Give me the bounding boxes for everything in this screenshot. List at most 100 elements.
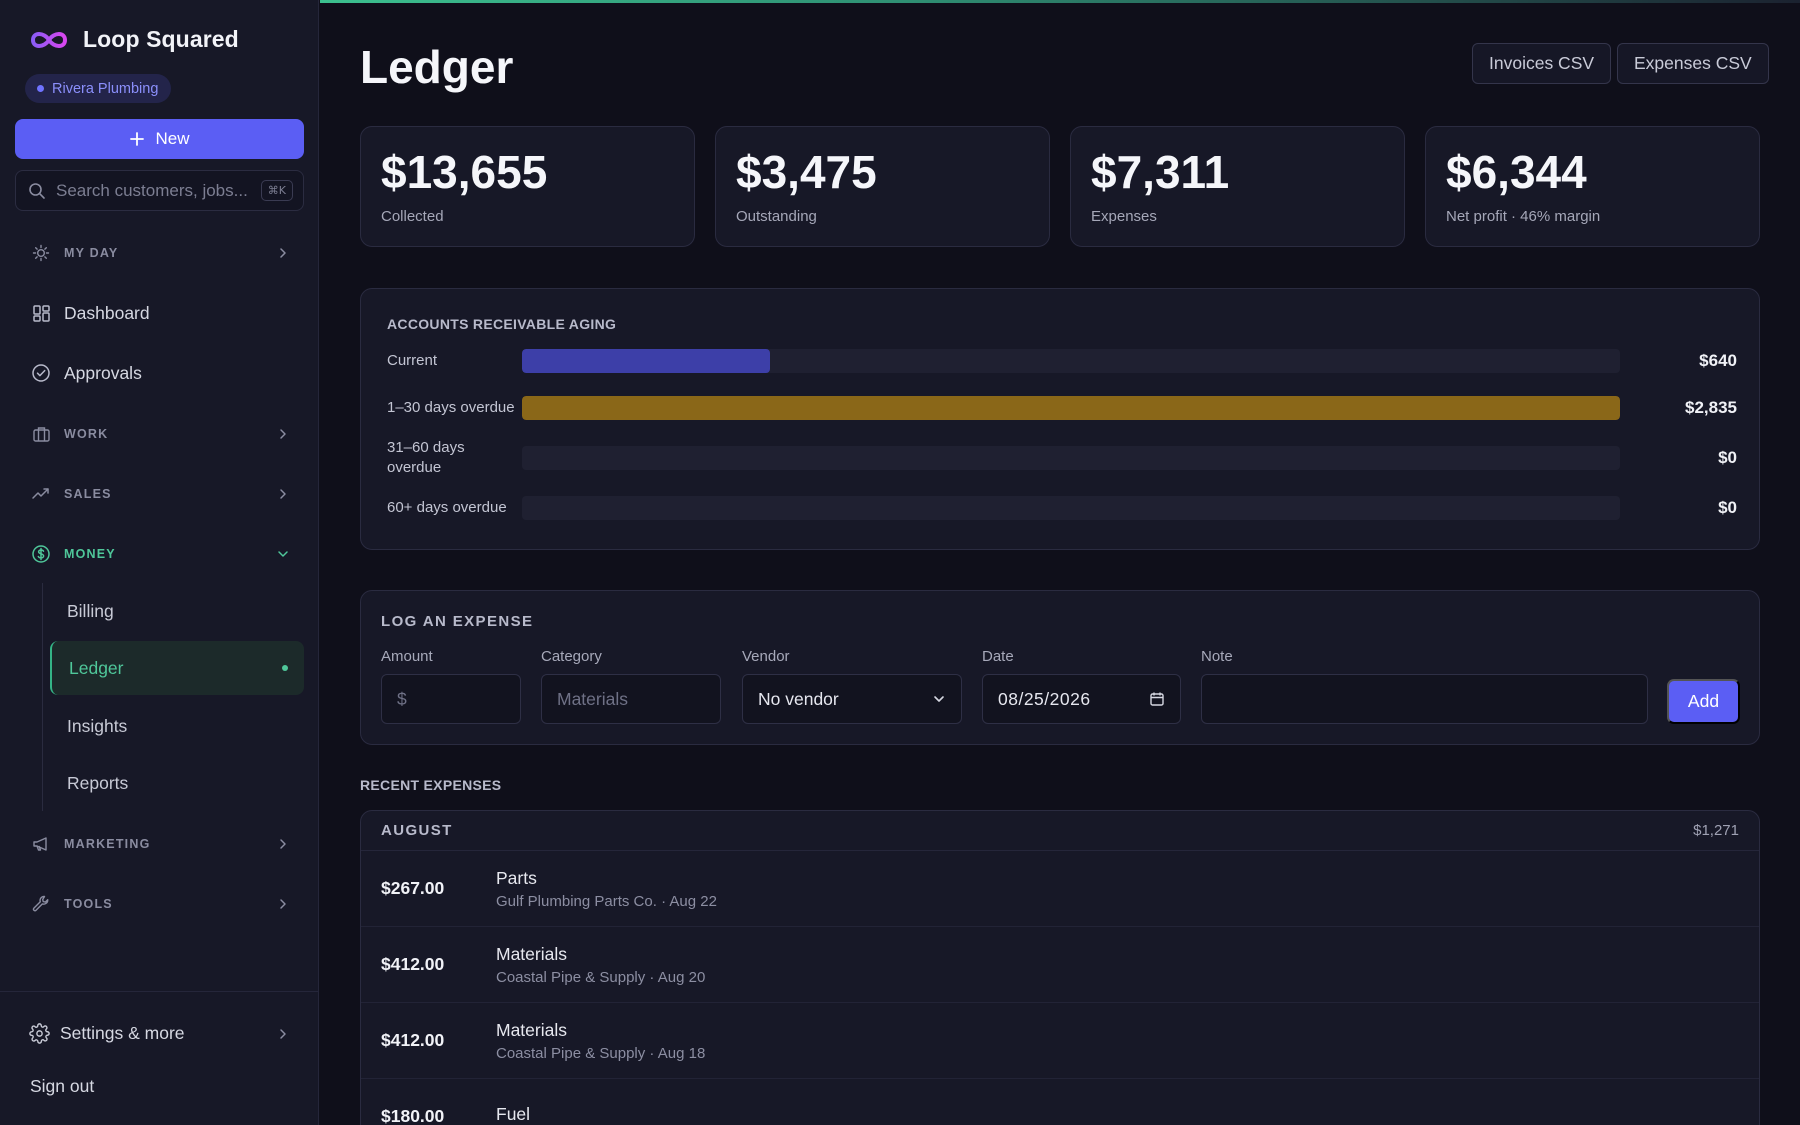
expense-category: Fuel [496, 1104, 531, 1124]
ar-aging-heading: ACCOUNTS RECEIVABLE AGING [387, 316, 617, 332]
stat-card-expenses: $7,311 Expenses [1070, 126, 1405, 247]
aging-label: 31–60 days overdue [387, 438, 465, 476]
stat-card-collected: $13,655 Collected [360, 126, 695, 247]
stat-value: $7,311 [1091, 146, 1230, 198]
date-input[interactable]: 08/25/2026 [982, 674, 1181, 724]
expense-amount: $180.00 [381, 1106, 445, 1125]
org-badge[interactable]: Rivera Plumbing [25, 74, 172, 103]
aging-label: Current [387, 351, 438, 369]
nav-section-work[interactable]: WORK [30, 423, 290, 445]
active-indicator-dot [282, 665, 288, 671]
aging-row-1-30: 1–30 days overdue $2,835 [387, 385, 1737, 431]
expense-category: Materials [496, 1019, 567, 1040]
nav-item-dashboard[interactable]: Dashboard [30, 302, 290, 324]
expense-category: Materials [496, 943, 567, 964]
vendor-select[interactable]: No vendor [742, 674, 962, 724]
brand[interactable]: Loop Squared [27, 26, 239, 53]
invoices-csv-button[interactable]: Invoices CSV [1472, 43, 1612, 84]
expense-meta: Coastal Pipe & Supply · Aug 18 [496, 1044, 706, 1062]
expense-row[interactable]: $412.00 Materials Coastal Pipe & Supply … [361, 1003, 1759, 1079]
nav-section-label: SALES [64, 487, 112, 501]
stat-value: $6,344 [1446, 146, 1587, 198]
org-status-dot [37, 85, 44, 92]
settings-button[interactable]: Settings & more [29, 1023, 290, 1044]
nav-section-label: TOOLS [64, 897, 113, 911]
sidebar-item-ledger[interactable]: Ledger [50, 641, 304, 695]
search-placeholder: Search customers, jobs... [56, 180, 248, 200]
stat-card-outstanding: $3,475 Outstanding [715, 126, 1050, 247]
aging-amount: $0 [1718, 498, 1737, 517]
chevron-right-icon [280, 429, 286, 439]
chevron-right-icon [280, 248, 286, 258]
log-expense-heading: LOG AN EXPENSE [381, 613, 534, 630]
category-input[interactable]: Materials [541, 674, 721, 724]
aging-bar-track [522, 396, 1620, 420]
dollar-circle-icon [30, 543, 52, 565]
month-group-total: $1,271 [1693, 822, 1739, 839]
stat-value: $13,655 [381, 146, 548, 198]
expense-amount: $412.00 [381, 1030, 445, 1050]
sidebar-footer-divider [0, 991, 319, 992]
nav-item-label: Approvals [64, 362, 142, 383]
stat-card-net-profit: $6,344 Net profit · 46% margin [1425, 126, 1760, 247]
search-shortcut: ⌘K [260, 180, 293, 201]
expense-row[interactable]: $267.00 Parts Gulf Plumbing Parts Co. · … [361, 851, 1759, 927]
new-button[interactable]: New [15, 119, 304, 159]
sidebar-item-insights[interactable]: Insights [67, 715, 128, 736]
dashboard-grid-icon [30, 302, 52, 324]
search-input[interactable]: Search customers, jobs... ⌘K [15, 170, 304, 211]
expense-row[interactable]: $180.00 Fuel [361, 1079, 1759, 1125]
recent-expenses-list: AUGUST $1,271 $267.00 Parts Gulf Plumbin… [360, 810, 1760, 1125]
submenu-divider [42, 583, 43, 811]
add-expense-button[interactable]: Add [1667, 679, 1740, 724]
sign-out-link[interactable]: Sign out [30, 1076, 95, 1096]
sidebar-item-billing[interactable]: Billing [67, 600, 114, 621]
sidebar: Loop Squared Rivera Plumbing New Search … [0, 0, 319, 1125]
amount-input[interactable]: $ [381, 674, 521, 724]
nav-section-sales[interactable]: SALES [30, 483, 290, 505]
stat-label: Net profit · 46% margin [1446, 208, 1601, 225]
settings-label: Settings & more [60, 1023, 185, 1043]
new-button-label: New [155, 129, 190, 148]
amount-label: Amount [381, 648, 433, 665]
nav-section-my-day[interactable]: MY DAY [30, 242, 290, 264]
nav-section-marketing[interactable]: MARKETING [30, 833, 290, 855]
aging-amount: $0 [1718, 448, 1737, 467]
chevron-right-icon [280, 489, 286, 499]
stat-value: $3,475 [736, 146, 877, 198]
nav-item-approvals[interactable]: Approvals [30, 362, 290, 384]
aging-row-60-plus: 60+ days overdue $0 [387, 485, 1737, 531]
infinity-logo-icon [30, 31, 68, 48]
nav-section-tools[interactable]: TOOLS [30, 893, 290, 915]
nav-section-label: MARKETING [64, 837, 151, 851]
stat-label: Expenses [1091, 208, 1157, 225]
date-value: 08/25/2026 [998, 688, 1091, 709]
aging-bar-track [522, 496, 1620, 520]
nav-section-money[interactable]: MONEY [30, 543, 290, 565]
month-group-header: AUGUST $1,271 [361, 811, 1759, 851]
amount-prefix: $ [397, 688, 407, 709]
brand-name: Loop Squared [83, 26, 239, 52]
briefcase-icon [30, 423, 52, 445]
stat-label: Collected [381, 208, 444, 225]
calendar-icon[interactable] [1149, 691, 1165, 707]
note-input[interactable] [1201, 674, 1648, 724]
aging-amount: $640 [1699, 351, 1737, 370]
nav-section-label: MY DAY [64, 246, 119, 260]
expense-meta: Coastal Pipe & Supply · Aug 20 [496, 968, 706, 986]
expenses-csv-button[interactable]: Expenses CSV [1617, 43, 1769, 84]
aging-bar-track [522, 446, 1620, 470]
category-label: Category [541, 648, 602, 665]
note-label: Note [1201, 648, 1233, 665]
expense-row[interactable]: $412.00 Materials Coastal Pipe & Supply … [361, 927, 1759, 1003]
gear-icon [29, 1023, 50, 1044]
category-placeholder: Materials [557, 688, 628, 709]
month-group-name: AUGUST [381, 822, 453, 839]
expense-meta: Gulf Plumbing Parts Co. · Aug 22 [496, 892, 717, 910]
chevron-down-icon [278, 551, 288, 557]
nav-section-label: MONEY [64, 547, 116, 561]
recent-expenses-heading: RECENT EXPENSES [360, 777, 502, 793]
sidebar-item-reports[interactable]: Reports [67, 772, 129, 793]
expense-category: Parts [496, 867, 537, 888]
sun-icon [30, 242, 52, 264]
